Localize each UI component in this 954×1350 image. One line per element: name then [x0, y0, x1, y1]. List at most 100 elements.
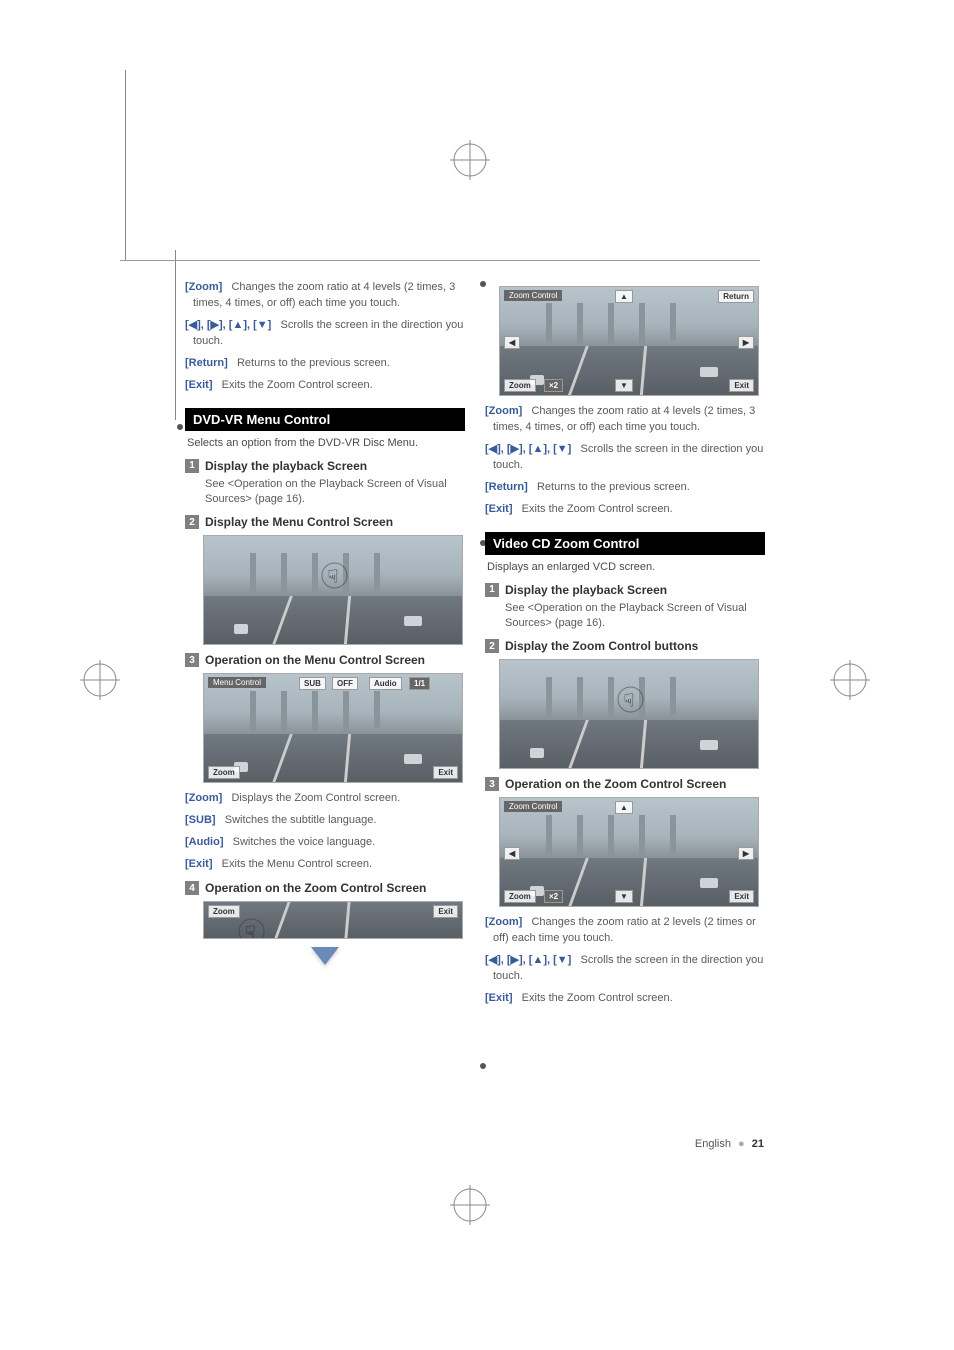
page-footer: English ● 21 — [695, 1138, 764, 1150]
step-number: 1 — [485, 583, 499, 597]
step-number: 3 — [185, 653, 199, 667]
desc-text: Exits the Zoom Control screen. — [522, 992, 673, 1004]
step-1: 1 Display the playback Screen — [185, 459, 465, 473]
desc-key: [Audio] — [185, 836, 223, 848]
audio-button[interactable]: Audio — [369, 677, 402, 690]
step-title: Operation on the Zoom Control Screen — [205, 881, 426, 895]
desc-key: [Zoom] — [485, 916, 522, 928]
exit-button[interactable]: Exit — [729, 890, 754, 903]
desc-key: [Zoom] — [185, 281, 222, 293]
off-button[interactable]: OFF — [332, 677, 358, 690]
desc-zoom: [Zoom] Changes the zoom ratio at 4 level… — [185, 280, 465, 312]
step-body: See <Operation on the Playback Screen of… — [505, 601, 765, 632]
left-button[interactable]: ◀ — [504, 847, 520, 860]
screenshot-zoom-control-top: Zoom Control ▲ Return ◀ ▶ Zoom ×2 ▼ Exit — [499, 286, 759, 396]
crop-mark — [125, 70, 126, 260]
desc-text: Returns to the previous screen. — [537, 481, 690, 493]
desc-text: Exits the Zoom Control screen. — [522, 503, 673, 515]
overlay-title: Zoom Control — [504, 801, 562, 812]
registration-mark-top — [450, 140, 490, 180]
desc-key: [Return] — [185, 357, 228, 369]
touch-icon: ☟ — [624, 691, 635, 712]
desc-text: Changes the zoom ratio at 4 levels (2 ti… — [493, 405, 755, 433]
desc-zoom-disp: [Zoom] Displays the Zoom Control screen. — [185, 791, 465, 807]
exit-button[interactable]: Exit — [729, 379, 754, 392]
step-title: Display the playback Screen — [505, 583, 667, 597]
right-column: Zoom Control ▲ Return ◀ ▶ Zoom ×2 ▼ Exit… — [485, 280, 765, 1013]
registration-mark-right — [830, 660, 870, 700]
desc-exit: [Exit] Exits the Zoom Control screen. — [185, 378, 465, 394]
desc-arrows: [◀], [▶], [▲], [▼] Scrolls the screen in… — [485, 953, 765, 985]
section-header-vcd: Video CD Zoom Control — [485, 532, 765, 555]
overlay-title: Menu Control — [208, 677, 266, 688]
screenshot-menu-control: Menu Control SUB OFF Audio 1/1 Zoom Exit — [203, 673, 463, 783]
zoom-level: ×2 — [544, 379, 563, 392]
desc-key: [◀], [▶], [▲], [▼] — [485, 443, 571, 455]
desc-key: [Exit] — [185, 379, 213, 391]
desc-key: [Exit] — [485, 992, 513, 1004]
desc-arrows: [◀], [▶], [▲], [▼] Scrolls the screen in… — [485, 442, 765, 474]
zoom-button[interactable]: Zoom — [208, 766, 240, 779]
down-button[interactable]: ▼ — [615, 379, 633, 392]
desc-text: Switches the voice language. — [233, 836, 375, 848]
desc-audio: [Audio] Switches the voice language. — [185, 835, 465, 851]
zoom-button[interactable]: Zoom — [504, 890, 536, 903]
sub-button[interactable]: SUB — [299, 677, 326, 690]
desc-arrows: [◀], [▶], [▲], [▼] Scrolls the screen in… — [185, 318, 465, 350]
desc-text: Changes the zoom ratio at 4 levels (2 ti… — [193, 281, 455, 309]
desc-key: [◀], [▶], [▲], [▼] — [485, 954, 571, 966]
down-button[interactable]: ▼ — [615, 890, 633, 903]
step-title: Operation on the Menu Control Screen — [205, 653, 425, 667]
touch-icon: ☟ — [245, 922, 256, 939]
exit-button[interactable]: Exit — [433, 766, 458, 779]
desc-key: [◀], [▶], [▲], [▼] — [185, 319, 271, 331]
up-button[interactable]: ▲ — [615, 290, 633, 303]
desc-text: Exits the Zoom Control screen. — [222, 379, 373, 391]
screenshot-zoom-control-vcd: Zoom Control ▲ ◀ ▶ Zoom ×2 ▼ Exit — [499, 797, 759, 907]
right-button[interactable]: ▶ — [738, 847, 754, 860]
section-intro-vcd: Displays an enlarged VCD screen. — [485, 561, 765, 573]
bullet-icon: ● — [738, 1138, 745, 1150]
desc-return: [Return] Returns to the previous screen. — [185, 356, 465, 372]
exit-button[interactable]: Exit — [433, 905, 458, 918]
step-4: 4 Operation on the Zoom Control Screen — [185, 881, 465, 895]
left-button[interactable]: ◀ — [504, 336, 520, 349]
step-title: Display the playback Screen — [205, 459, 367, 473]
step-body: See <Operation on the Playback Screen of… — [205, 477, 465, 508]
desc-text: Changes the zoom ratio at 2 levels (2 ti… — [493, 916, 756, 944]
desc-key: [SUB] — [185, 814, 216, 826]
footer-lang: English — [695, 1138, 731, 1150]
section-intro-dvdvr: Selects an option from the DVD-VR Disc M… — [185, 437, 465, 449]
desc-text: Returns to the previous screen. — [237, 357, 390, 369]
desc-exit-menu: [Exit] Exits the Menu Control screen. — [185, 857, 465, 873]
desc-key: [Exit] — [185, 858, 213, 870]
footer-page: 21 — [752, 1138, 764, 1150]
step-title: Display the Zoom Control buttons — [505, 639, 698, 653]
right-button[interactable]: ▶ — [738, 336, 754, 349]
registration-mark-bottom — [450, 1185, 490, 1225]
step-3: 3 Operation on the Menu Control Screen — [185, 653, 465, 667]
audio-count: 1/1 — [409, 677, 430, 690]
touch-icon: ☟ — [328, 567, 339, 588]
step-number: 1 — [185, 459, 199, 473]
desc-exit: [Exit] Exits the Zoom Control screen. — [485, 991, 765, 1007]
desc-text: Switches the subtitle language. — [225, 814, 377, 826]
desc-key: [Zoom] — [485, 405, 522, 417]
down-arrow-icon — [311, 947, 339, 965]
step-number: 2 — [185, 515, 199, 529]
step-1-vcd: 1 Display the playback Screen — [485, 583, 765, 597]
return-button[interactable]: Return — [718, 290, 754, 303]
step-number: 4 — [185, 881, 199, 895]
zoom-button[interactable]: Zoom — [504, 379, 536, 392]
zoom-button[interactable]: Zoom — [208, 905, 240, 918]
desc-text: Displays the Zoom Control screen. — [231, 792, 400, 804]
up-button[interactable]: ▲ — [615, 801, 633, 814]
desc-key: [Zoom] — [185, 792, 222, 804]
screenshot-zoom-strip: Zoom Exit ☟ — [203, 901, 463, 939]
desc-exit: [Exit] Exits the Zoom Control screen. — [485, 502, 765, 518]
step-2: 2 Display the Menu Control Screen — [185, 515, 465, 529]
step-3-vcd: 3 Operation on the Zoom Control Screen — [485, 777, 765, 791]
overlay-title: Zoom Control — [504, 290, 562, 301]
desc-key: [Return] — [485, 481, 528, 493]
step-title: Display the Menu Control Screen — [205, 515, 393, 529]
